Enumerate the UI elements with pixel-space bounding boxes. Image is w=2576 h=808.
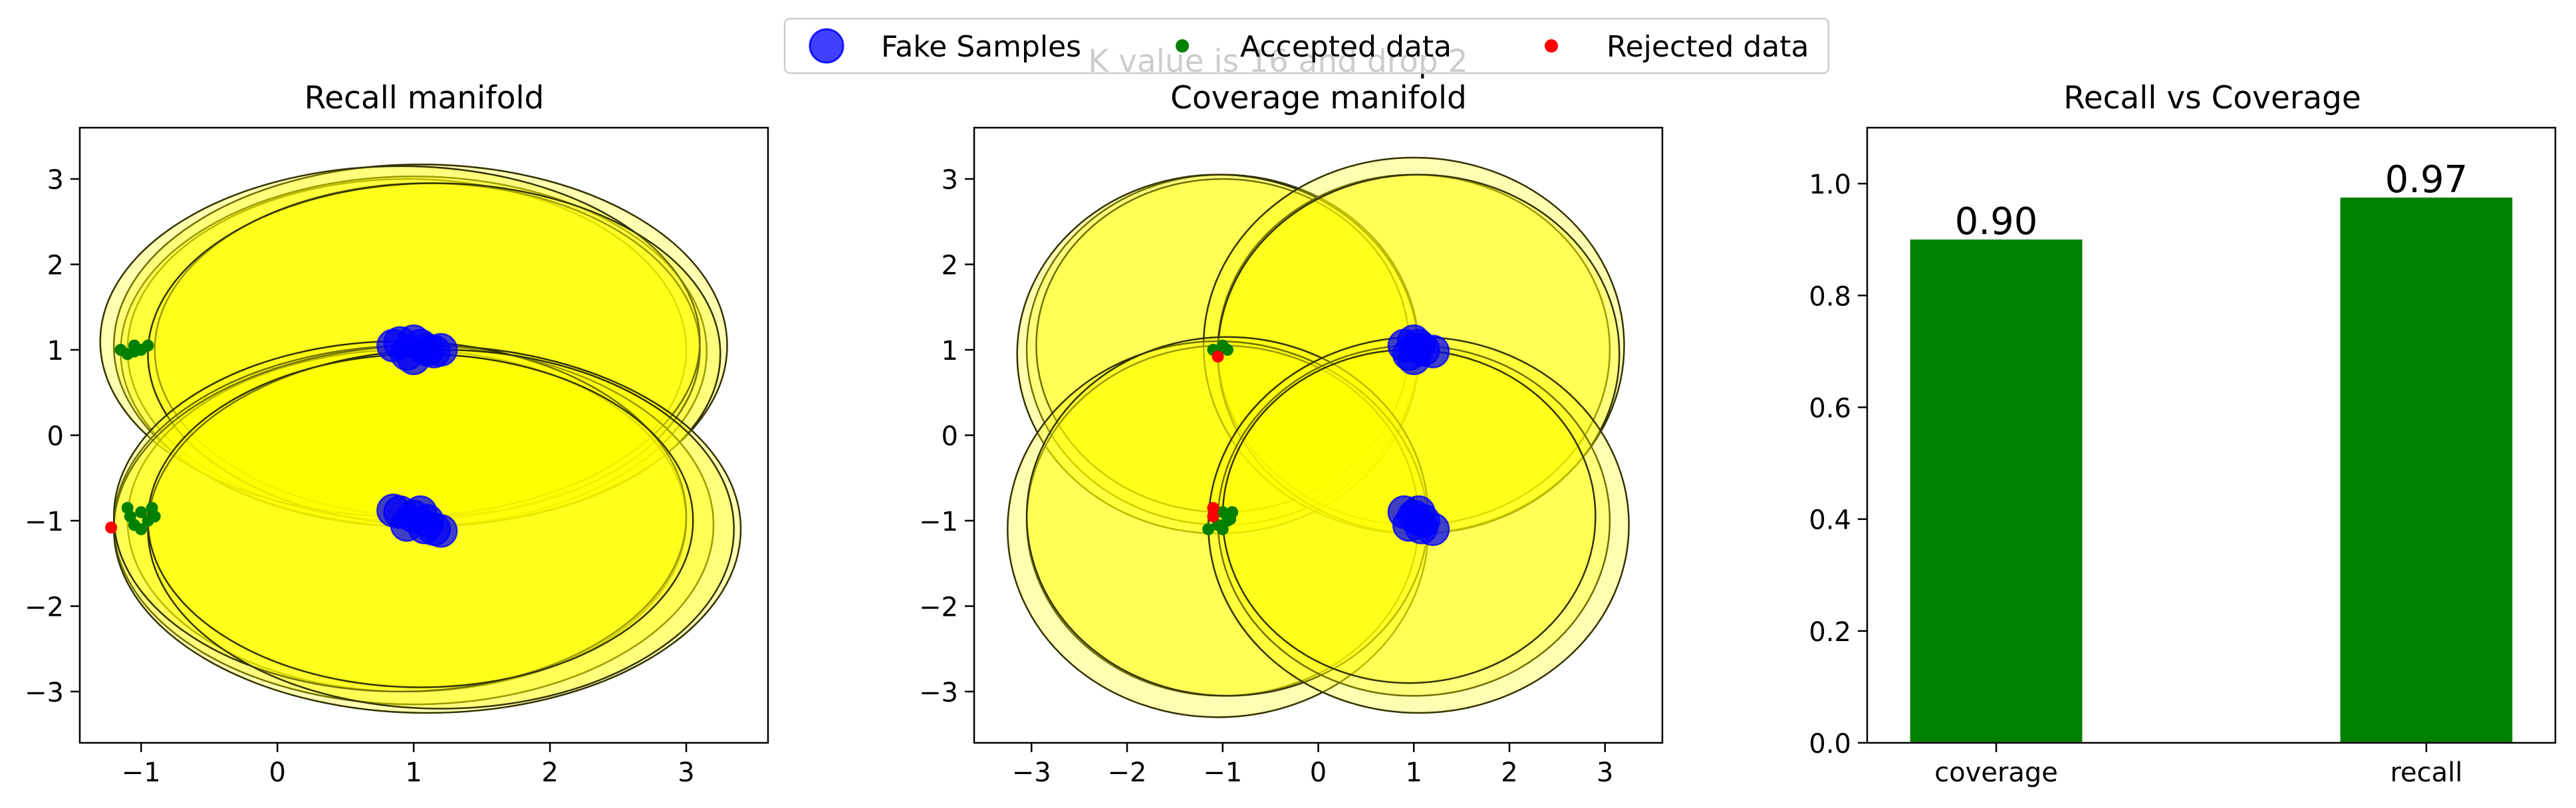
plot-contents — [99, 163, 742, 714]
legend-rejected-data-marker — [1545, 39, 1558, 53]
x-tick-label: coverage — [1934, 757, 2058, 788]
x-tick-label: 3 — [678, 757, 694, 788]
accepted-data-point — [135, 523, 148, 535]
coverage-manifold-frame — [973, 126, 1664, 744]
x-tick-label: 1 — [1406, 757, 1422, 788]
recall-manifold-title: Recall manifold — [305, 80, 545, 116]
y-tick-label: −3 — [919, 678, 958, 708]
accepted-data-point — [135, 506, 148, 519]
x-tick-label: −1 — [1203, 757, 1242, 788]
recall-vs-coverage-title: Recall vs Coverage — [2063, 80, 2361, 116]
bar-coverage — [1910, 239, 2083, 743]
accepted-data-point — [142, 339, 154, 352]
fake-sample-point — [1404, 511, 1438, 545]
x-tick-label: 2 — [541, 757, 558, 788]
recall-manifold-ticks: −3 −2 −1 0 1 2 3 −1 0 1 2 3 — [25, 165, 695, 788]
recall-manifold-plot-area — [99, 163, 742, 714]
x-tick-label: 0 — [269, 757, 285, 788]
y-tick-label: 0.8 — [1809, 281, 1851, 312]
x-tick-label: 0 — [1310, 757, 1327, 788]
fake-sample-point — [376, 493, 410, 527]
recall-manifold-plot: Recall manifold −3 −2 −1 0 1 2 3 −1 0 1 2 3 — [25, 80, 769, 788]
x-tick-label: 1 — [405, 757, 422, 788]
fake-sample-point — [396, 341, 431, 376]
accepted-data-point — [1216, 523, 1229, 535]
recall-vs-coverage-frame — [1866, 126, 2557, 744]
x-tick-label: recall — [2390, 757, 2462, 788]
rejected-data-point — [1207, 510, 1220, 523]
rejected-data-point — [1212, 350, 1224, 363]
accepted-data-point — [1202, 523, 1215, 535]
legend-accepted-data-marker — [1176, 39, 1189, 53]
legend-fake-samples-label: Fake Samples — [881, 30, 1081, 64]
fake-sample-point — [408, 511, 442, 545]
y-tick-label: 0.2 — [1809, 617, 1851, 648]
bar-value-label: 0.97 — [2385, 158, 2468, 202]
fake-sample-point — [1397, 341, 1431, 376]
rejected-data-point — [105, 521, 118, 534]
y-tick-label: 1.0 — [1809, 170, 1851, 200]
y-tick-label: −1 — [919, 507, 958, 537]
y-tick-label: −2 — [25, 592, 64, 622]
y-tick-label: 1 — [942, 336, 958, 366]
y-tick-label: 3 — [942, 165, 958, 196]
x-tick-label: −2 — [1108, 757, 1147, 788]
recall-manifold-frame — [78, 126, 769, 744]
plot-contents — [1007, 156, 1630, 718]
figure-legend: Fake Samples Accepted data Rejected data — [783, 17, 1830, 74]
x-tick-label: −1 — [122, 757, 161, 788]
y-tick-label: 2 — [942, 251, 958, 281]
y-tick-label: −1 — [25, 507, 64, 537]
coverage-manifold-plot-area — [1007, 156, 1630, 718]
x-tick-label: 3 — [1597, 757, 1613, 788]
y-tick-label: 0 — [47, 422, 64, 452]
coverage-manifold-title: Coverage manifold — [1170, 80, 1467, 116]
legend-box — [783, 17, 1830, 74]
x-tick-label: −3 — [1012, 757, 1051, 788]
accepted-data-point — [1221, 344, 1233, 356]
y-tick-label: 0.4 — [1809, 505, 1851, 536]
legend-accepted-data-label: Accepted data — [1240, 30, 1452, 64]
bar-value-label: 0.90 — [1955, 200, 2038, 243]
y-tick-label: 0.6 — [1809, 393, 1851, 424]
coverage-manifold-ticks: −3 −2 −1 0 1 2 3 −3 −2 −1 0 1 2 3 — [919, 165, 1613, 788]
y-tick-label: 3 — [47, 165, 64, 196]
y-tick-label: 0 — [942, 422, 958, 452]
y-tick-label: 0.0 — [1809, 729, 1851, 759]
y-tick-label: 1 — [47, 336, 64, 366]
accepted-data-point — [128, 345, 140, 358]
accepted-data-point — [124, 510, 136, 523]
y-tick-label: −3 — [25, 678, 64, 708]
accepted-data-point — [1224, 513, 1237, 525]
rejected-data-point — [1207, 501, 1220, 514]
bar-recall — [2340, 198, 2513, 743]
y-tick-label: 2 — [47, 251, 64, 281]
recall-vs-coverage-ticks: coverage recall 0.0 0.2 0.4 0.6 0.8 1.0 — [1809, 170, 2462, 788]
legend-rejected-data-label: Rejected data — [1607, 30, 1809, 64]
recall-vs-coverage-plot-area: 0.90 0.97 — [1910, 158, 2513, 743]
y-tick-label: −2 — [919, 592, 958, 622]
x-tick-label: 2 — [1501, 757, 1517, 788]
legend-fake-samples-marker — [809, 28, 844, 64]
coverage-manifold-plot: Coverage manifold −3 −2 −1 0 1 2 3 −3 −2 −1 0 1 2 3 — [919, 80, 1664, 788]
accepted-data-point — [146, 501, 158, 514]
recall-vs-coverage-plot: Recall vs Coverage 0.90 0.97 coverage reca… — [1809, 80, 2557, 788]
